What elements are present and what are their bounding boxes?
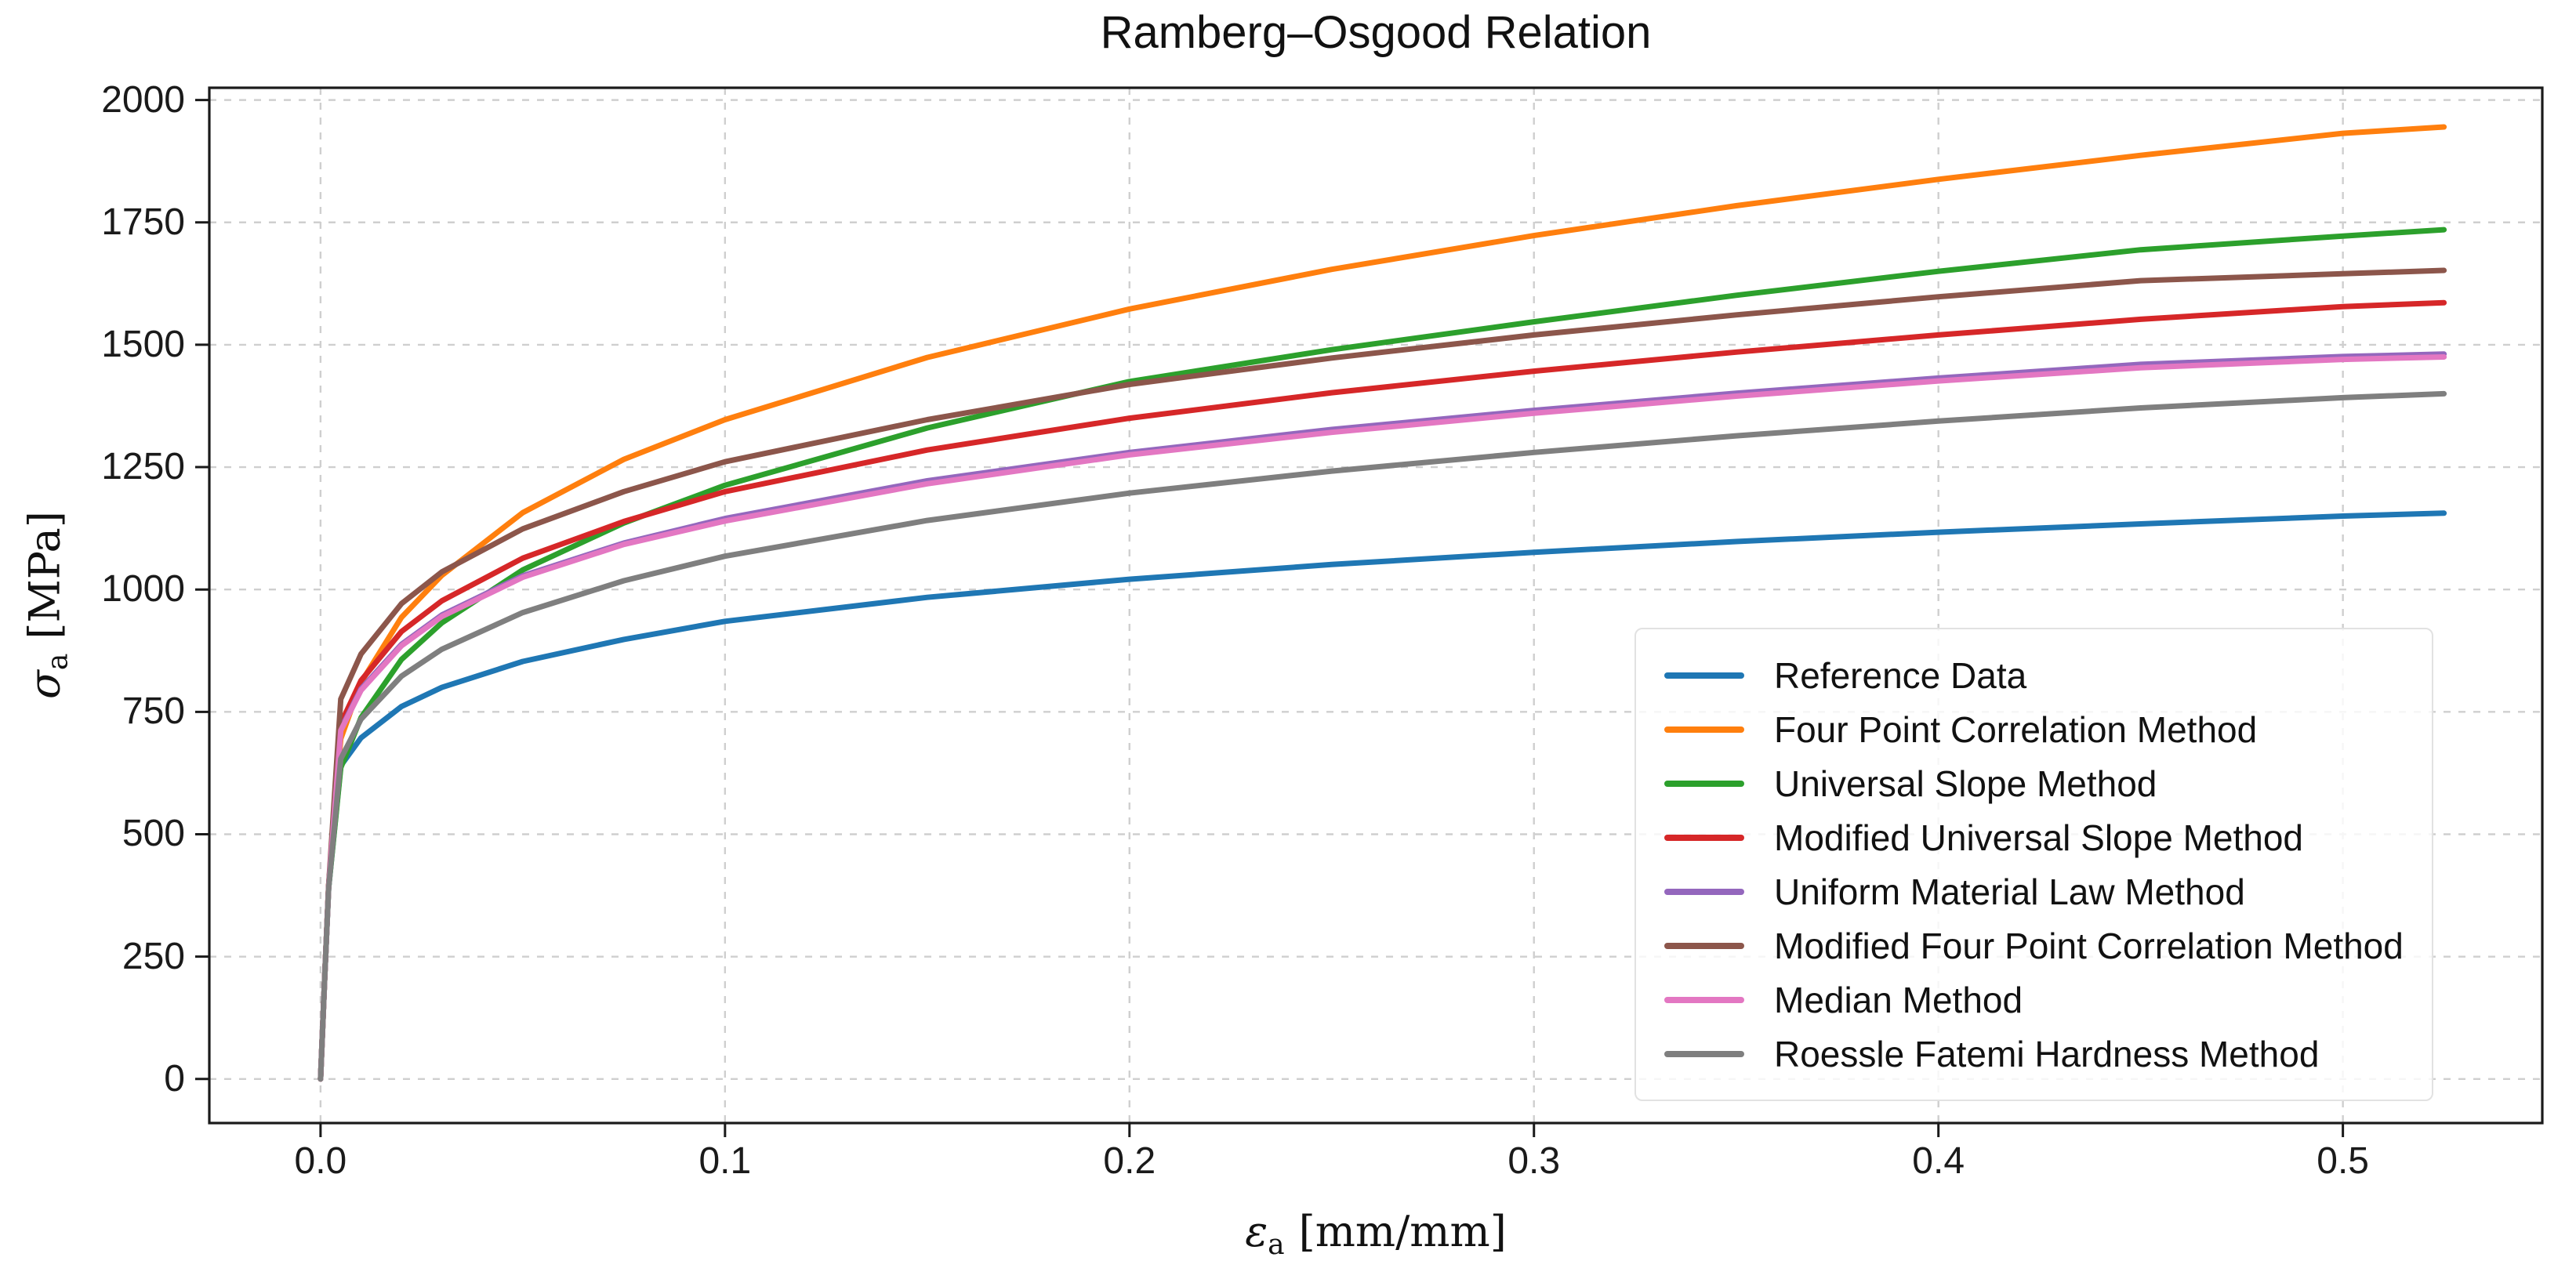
legend-label: Modified Four Point Correlation Method bbox=[1774, 925, 2404, 966]
y-tick-label: 1750 bbox=[101, 201, 185, 243]
epsilon-symbol: ε bbox=[1245, 1207, 1268, 1256]
series-line-modified-four-point-correlation-method bbox=[317, 267, 2447, 1082]
legend-line-swatch bbox=[1664, 1050, 1744, 1057]
legend-line-swatch bbox=[1664, 942, 1744, 949]
x-tick-label: 0.4 bbox=[1912, 1140, 1965, 1182]
legend-line-swatch bbox=[1664, 780, 1744, 787]
x-unit: [mm/mm] bbox=[1298, 1207, 1507, 1256]
legend-item-modified-universal-slope-method: Modified Universal Slope Method bbox=[1664, 810, 2404, 864]
y-tick-label: 500 bbox=[122, 813, 185, 855]
legend-item-uniform-material-law-method: Uniform Material Law Method bbox=[1664, 864, 2404, 918]
y-tick-label: 1250 bbox=[101, 446, 185, 488]
y-axis-label: σa [MPa] bbox=[20, 511, 74, 699]
legend-label: Four Point Correlation Method bbox=[1774, 708, 2258, 750]
legend-line-swatch bbox=[1664, 996, 1744, 1003]
legend-label: Universal Slope Method bbox=[1774, 763, 2157, 804]
legend-label: Uniform Material Law Method bbox=[1774, 871, 2245, 912]
sigma-symbol: σ bbox=[20, 670, 70, 699]
legend-label: Roessle Fatemi Hardness Method bbox=[1774, 1033, 2320, 1074]
legend-label: Reference Data bbox=[1774, 654, 2027, 696]
x-tick-label: 0.5 bbox=[2317, 1140, 2369, 1182]
x-tick-label: 0.2 bbox=[1103, 1140, 1156, 1182]
series-line-roessle-fatemi-hardness-method bbox=[317, 390, 2447, 1082]
x-axis-label: εa [mm/mm] bbox=[209, 1207, 2542, 1261]
legend-label: Modified Universal Slope Method bbox=[1774, 817, 2304, 858]
legend-line-swatch bbox=[1664, 726, 1744, 733]
legend-line-swatch bbox=[1664, 834, 1744, 841]
legend-item-reference-data: Reference Data bbox=[1664, 648, 2404, 702]
grid bbox=[209, 88, 2542, 1123]
legend-item-universal-slope-method: Universal Slope Method bbox=[1664, 756, 2404, 810]
y-tick-label: 250 bbox=[122, 935, 185, 977]
y-unit: [MPa] bbox=[20, 511, 70, 640]
y-tick-label: 0 bbox=[164, 1057, 185, 1100]
sigma-subscript: a bbox=[42, 653, 74, 671]
y-tick-label: 750 bbox=[122, 690, 185, 733]
epsilon-subscript: a bbox=[1268, 1229, 1285, 1261]
legend-item-modified-four-point-correlation-method: Modified Four Point Correlation Method bbox=[1664, 918, 2404, 973]
legend-line-swatch bbox=[1664, 672, 1744, 679]
legend: Reference Data Four Point Correlation Met… bbox=[1634, 628, 2433, 1101]
y-tick-label: 1000 bbox=[101, 568, 185, 611]
legend-item-median-method: Median Method bbox=[1664, 973, 2404, 1027]
series-line-median-method bbox=[317, 354, 2447, 1082]
chart-title: Ramberg–Osgood Relation bbox=[1100, 7, 1652, 58]
x-tick-label: 0.0 bbox=[294, 1140, 347, 1182]
x-tick-label: 0.1 bbox=[698, 1140, 752, 1182]
legend-line-swatch bbox=[1664, 888, 1744, 895]
legend-item-four-point-correlation-method: Four Point Correlation Method bbox=[1664, 702, 2404, 756]
tick-marks bbox=[195, 99, 2345, 1137]
x-tick-label: 0.3 bbox=[1508, 1140, 1561, 1182]
axis-spines bbox=[208, 86, 2544, 1125]
y-tick-label: 2000 bbox=[101, 78, 185, 121]
legend-item-roessle-fatemi-hardness-method: Roessle Fatemi Hardness Method bbox=[1664, 1027, 2404, 1081]
y-tick-label: 1500 bbox=[101, 323, 185, 365]
legend-label: Median Method bbox=[1774, 979, 2023, 1020]
